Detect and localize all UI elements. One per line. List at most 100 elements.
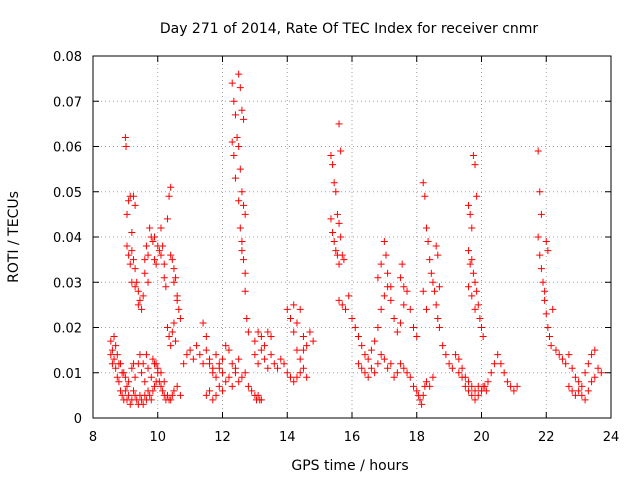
data-point	[434, 251, 442, 259]
data-point	[380, 355, 388, 363]
data-point	[115, 378, 123, 386]
data-point	[261, 342, 269, 350]
data-point	[479, 333, 487, 341]
data-point	[146, 391, 154, 399]
data-point	[565, 382, 573, 390]
data-point	[129, 256, 137, 264]
data-point	[199, 360, 207, 368]
data-point	[128, 228, 136, 236]
data-point	[377, 305, 385, 313]
data-point	[228, 360, 236, 368]
data-point	[547, 342, 555, 350]
data-point	[393, 369, 401, 377]
x-tick-label: 22	[538, 430, 555, 445]
data-point	[588, 378, 596, 386]
data-point	[354, 360, 362, 368]
data-point	[154, 364, 162, 372]
data-point	[128, 364, 136, 372]
data-point	[254, 360, 262, 368]
data-point	[342, 305, 350, 313]
data-point	[484, 378, 492, 386]
data-point	[141, 256, 149, 264]
data-point	[170, 265, 178, 273]
data-point	[231, 174, 239, 182]
x-axis: 8 10 12 14 16 18 20 22 24	[89, 56, 619, 445]
data-points	[107, 70, 605, 408]
data-point	[581, 396, 589, 404]
data-point	[126, 400, 134, 408]
data-point	[138, 369, 146, 377]
data-point	[306, 328, 314, 336]
data-point	[424, 238, 432, 246]
data-point	[175, 305, 183, 313]
data-point	[167, 396, 175, 404]
data-point	[264, 328, 272, 336]
data-point	[212, 391, 220, 399]
data-point	[432, 242, 440, 250]
data-point	[151, 382, 159, 390]
data-point	[478, 324, 485, 331]
data-point	[215, 364, 223, 372]
data-point	[303, 342, 311, 350]
data-point	[458, 364, 466, 372]
data-point	[112, 364, 120, 372]
data-point	[110, 355, 118, 363]
y-tick-label: 0.01	[53, 367, 82, 382]
data-point	[426, 256, 434, 264]
data-point	[280, 360, 288, 368]
data-point	[397, 360, 405, 368]
data-point	[219, 369, 226, 377]
data-point	[558, 355, 566, 363]
data-point	[345, 292, 353, 300]
data-point	[243, 314, 251, 322]
data-point	[183, 351, 191, 359]
data-point	[332, 247, 340, 255]
data-point	[455, 369, 463, 377]
data-point	[108, 346, 116, 354]
data-point	[163, 324, 171, 331]
data-point	[510, 387, 518, 395]
data-point	[151, 233, 159, 241]
data-point	[113, 373, 121, 381]
data-point	[418, 400, 426, 408]
data-point	[170, 319, 178, 327]
data-point	[442, 351, 450, 359]
data-point	[206, 360, 214, 368]
data-point	[534, 147, 542, 155]
data-point	[358, 364, 366, 372]
data-point	[240, 256, 248, 264]
data-point	[452, 351, 460, 359]
data-point	[186, 346, 194, 354]
data-point	[222, 378, 230, 386]
data-point	[591, 373, 599, 381]
data-point	[406, 373, 414, 381]
data-point	[469, 152, 477, 160]
data-point	[431, 287, 439, 295]
data-point	[147, 396, 155, 404]
data-point	[146, 224, 154, 232]
data-point	[167, 251, 175, 259]
data-point	[123, 242, 131, 250]
data-point	[542, 238, 550, 246]
data-point	[575, 378, 583, 386]
data-point	[196, 351, 204, 359]
data-point	[228, 382, 236, 390]
data-point	[552, 346, 560, 354]
data-point	[293, 346, 301, 354]
data-point	[233, 133, 241, 141]
data-point	[277, 355, 285, 363]
data-point	[134, 287, 142, 295]
data-point	[473, 287, 481, 295]
data-point	[162, 283, 170, 291]
data-point	[157, 224, 165, 232]
data-point	[152, 360, 160, 368]
data-point	[168, 256, 176, 264]
data-point	[238, 238, 246, 246]
data-point	[584, 387, 592, 395]
data-point	[330, 179, 338, 187]
y-tick-label: 0.03	[53, 276, 82, 291]
data-point	[202, 333, 210, 341]
data-point	[238, 247, 246, 255]
data-point	[422, 378, 430, 386]
data-point	[465, 247, 473, 255]
